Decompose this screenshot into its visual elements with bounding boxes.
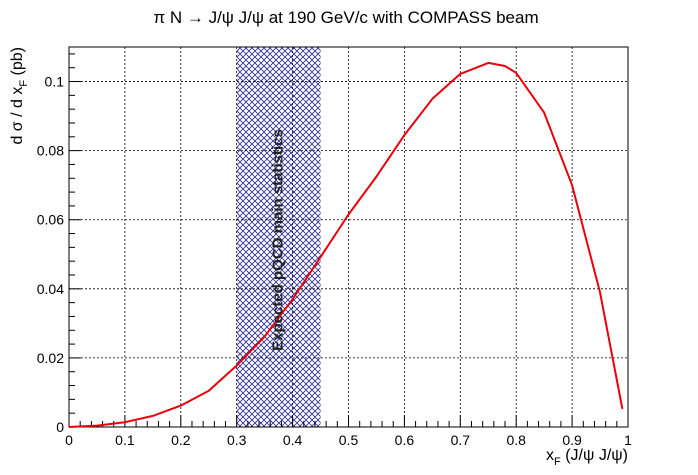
y-tick-label: 0.1 xyxy=(45,74,65,90)
x-tick-label: 0.6 xyxy=(395,432,415,448)
y-tick-label: 0.04 xyxy=(37,281,64,297)
band-label-layer: Expected pQCD main statistics xyxy=(270,129,287,351)
series-line xyxy=(68,61,624,428)
x-tick-label: 0.4 xyxy=(283,432,303,448)
y-tick-label: 0 xyxy=(56,419,64,435)
x-tick-label: 1 xyxy=(624,432,632,448)
band-label: Expected pQCD main statistics xyxy=(270,129,287,351)
statistics-band xyxy=(236,47,321,427)
y-tick-label: 0.06 xyxy=(37,212,64,228)
y-tick-label: 0.08 xyxy=(37,143,64,159)
y-tick-label: 0.02 xyxy=(37,350,64,366)
tick-layer: 0 0.1 0.2 0.3 0.4 0.5 0.6 0.7 0.8 0.9 1 0 0.02 0.04 0.… xyxy=(37,53,632,448)
statistics-band-layer xyxy=(236,47,321,427)
grid-layer xyxy=(69,47,628,427)
x-axis-label: xF (J/ψ J/ψ) xyxy=(546,447,628,468)
series-layer xyxy=(68,61,624,428)
chart-title: π N → J/ψ J/ψ at 190 GeV/c with COMPASS … xyxy=(153,8,538,27)
x-tick-label: 0.7 xyxy=(451,432,471,448)
x-tick-label: 0.9 xyxy=(562,432,582,448)
y-axis-label: d σ / d xF (pb) xyxy=(9,47,30,145)
x-tick-label: 0.1 xyxy=(115,432,135,448)
x-tick-label: 0.5 xyxy=(339,432,359,448)
x-tick-label: 0.2 xyxy=(171,432,191,448)
x-tick-label: 0.3 xyxy=(227,432,247,448)
x-tick-label: 0.8 xyxy=(506,432,526,448)
x-tick-label: 0 xyxy=(65,432,73,448)
